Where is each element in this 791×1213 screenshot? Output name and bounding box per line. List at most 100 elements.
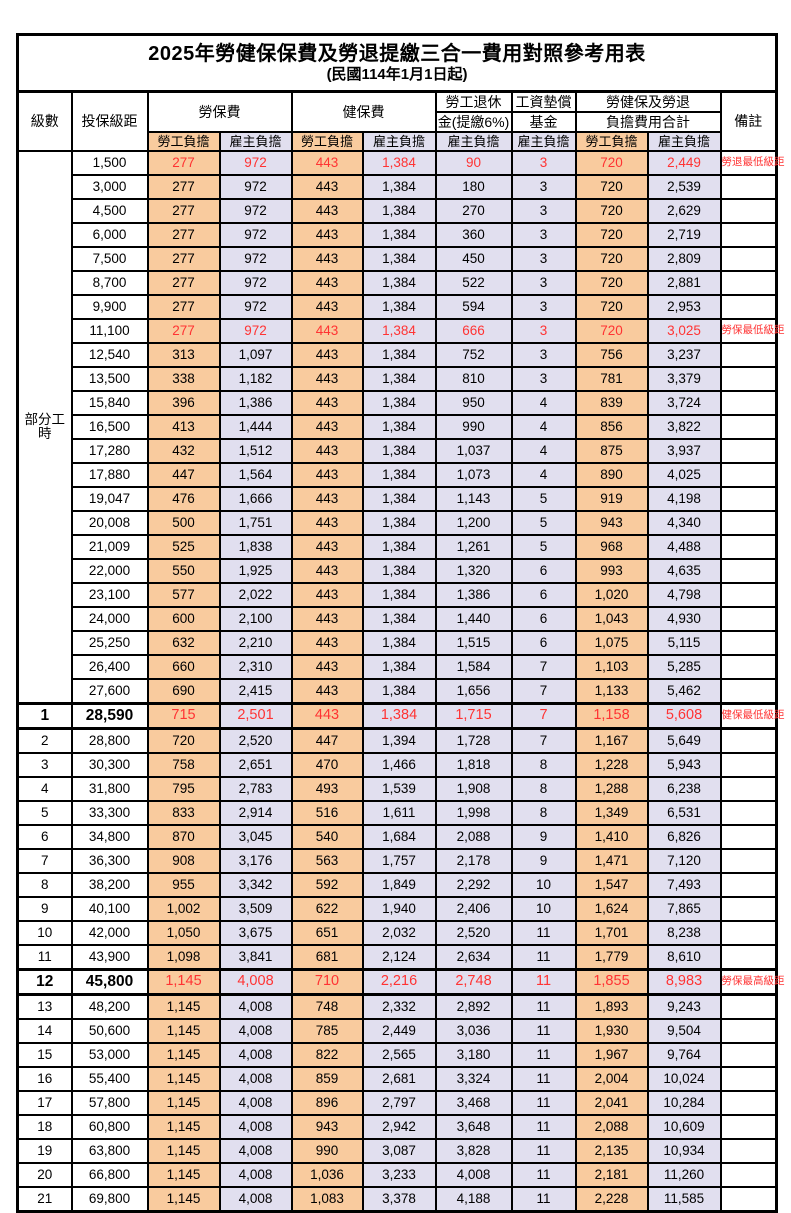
pension-employer-share-cell: 2,634 — [434, 944, 513, 971]
labor-ins-employer-share-cell: 1,386 — [218, 390, 293, 416]
total-employer-share-cell: 4,198 — [646, 486, 722, 512]
wage-fund-employer-share-cell: 5 — [510, 486, 577, 512]
labor-ins-employer-share-cell: 972 — [218, 174, 293, 200]
header-labor-insurance: 勞保費 — [146, 90, 293, 133]
total-labor-share-cell: 781 — [574, 366, 649, 392]
labor-ins-labor-share-cell: 277 — [146, 318, 221, 344]
health-ins-employer-share-cell: 1,384 — [361, 198, 437, 224]
salary-bracket-cell: 20,008 — [70, 510, 149, 536]
health-ins-labor-share-cell: 443 — [290, 414, 364, 440]
wage-fund-employer-share-cell: 11 — [510, 1018, 577, 1044]
health-ins-labor-share-cell: 443 — [290, 486, 364, 512]
table-row: 16,500 413 1,444 443 1,384 990 4 856 3,822 — [18, 414, 778, 440]
health-ins-labor-share-cell: 443 — [290, 342, 364, 368]
total-labor-share-cell: 720 — [574, 294, 649, 320]
health-ins-labor-share-cell: 443 — [290, 654, 364, 680]
table-row: 17,280 432 1,512 443 1,384 1,037 4 875 3,937 — [18, 438, 778, 464]
remark-cell — [719, 752, 778, 778]
remark-cell — [719, 848, 778, 874]
labor-ins-employer-share-cell: 1,751 — [218, 510, 293, 536]
wage-fund-employer-share-cell: 7 — [510, 654, 577, 680]
remark-cell — [719, 342, 778, 368]
header-salary-bracket: 投保級距 — [70, 90, 149, 152]
remark-cell — [719, 558, 778, 584]
health-ins-labor-share-cell: 651 — [290, 920, 364, 946]
title-row: 2025年勞健保保費及勞退提繳三合一費用對照參考用表 (民國114年1月1日起) — [16, 33, 778, 93]
total-employer-share-cell: 5,115 — [646, 630, 722, 656]
labor-ins-labor-share-cell: 277 — [146, 222, 221, 248]
health-ins-employer-share-cell: 1,384 — [361, 606, 437, 632]
labor-ins-employer-share-cell: 4,008 — [218, 1066, 293, 1092]
table-row: 9,900 277 972 443 1,384 594 3 720 2,953 — [18, 294, 778, 320]
header-wage-fund-line2: 基金 — [510, 111, 577, 133]
remark-cell — [719, 390, 778, 416]
labor-ins-employer-share-cell: 2,100 — [218, 606, 293, 632]
header-health-insurance: 健保費 — [290, 90, 437, 133]
salary-bracket-cell: 3,000 — [70, 174, 149, 200]
remark-cell — [719, 510, 778, 536]
wage-fund-employer-share-cell: 6 — [510, 582, 577, 608]
health-ins-employer-share-cell: 1,384 — [361, 174, 437, 200]
salary-bracket-cell: 66,800 — [70, 1162, 149, 1188]
wage-fund-employer-share-cell: 3 — [510, 150, 577, 176]
labor-ins-labor-share-cell: 1,145 — [146, 1138, 221, 1164]
level-cell: 21 — [16, 1186, 73, 1213]
total-employer-share-cell: 4,930 — [646, 606, 722, 632]
labor-ins-labor-share-cell: 550 — [146, 558, 221, 584]
header-labor-share-total: 勞工負擔 — [574, 131, 649, 152]
health-ins-employer-share-cell: 1,384 — [361, 414, 437, 440]
salary-bracket-cell: 40,100 — [70, 896, 149, 922]
labor-ins-employer-share-cell: 1,838 — [218, 534, 293, 560]
health-ins-labor-share-cell: 447 — [290, 727, 364, 754]
health-ins-employer-share-cell: 1,384 — [361, 366, 437, 392]
health-ins-labor-share-cell: 443 — [290, 222, 364, 248]
salary-bracket-cell: 1,500 — [70, 150, 149, 176]
labor-ins-employer-share-cell: 2,022 — [218, 582, 293, 608]
pension-employer-share-cell: 1,386 — [434, 582, 513, 608]
salary-bracket-cell: 19,047 — [70, 486, 149, 512]
remark-cell — [719, 800, 778, 826]
pension-employer-share-cell: 450 — [434, 246, 513, 272]
labor-ins-employer-share-cell: 4,008 — [218, 1114, 293, 1140]
total-labor-share-cell: 1,158 — [574, 702, 649, 730]
health-ins-labor-share-cell: 443 — [290, 558, 364, 584]
labor-ins-employer-share-cell: 3,342 — [218, 872, 293, 898]
total-employer-share-cell: 2,809 — [646, 246, 722, 272]
header-pension-line1: 勞工退休 — [434, 90, 513, 113]
salary-bracket-cell: 22,000 — [70, 558, 149, 584]
health-ins-employer-share-cell: 3,087 — [361, 1138, 437, 1164]
level-cell: 19 — [16, 1138, 73, 1164]
pension-employer-share-cell: 3,828 — [434, 1138, 513, 1164]
wage-fund-employer-share-cell: 11 — [510, 1162, 577, 1188]
total-labor-share-cell: 2,004 — [574, 1066, 649, 1092]
table-row: 20,008 500 1,751 443 1,384 1,200 5 943 4,340 — [18, 510, 778, 536]
salary-bracket-cell: 69,800 — [70, 1186, 149, 1213]
total-labor-share-cell: 875 — [574, 438, 649, 464]
table-row: 17 57,800 1,145 4,008 896 2,797 3,468 11 2,041 10… — [16, 1090, 778, 1116]
remark-cell — [719, 174, 778, 200]
total-labor-share-cell: 1,103 — [574, 654, 649, 680]
total-employer-share-cell: 8,238 — [646, 920, 722, 946]
wage-fund-employer-share-cell: 11 — [510, 1042, 577, 1068]
total-labor-share-cell: 720 — [574, 222, 649, 248]
labor-ins-labor-share-cell: 1,050 — [146, 920, 221, 946]
total-employer-share-cell: 7,865 — [646, 896, 722, 922]
total-employer-share-cell: 5,943 — [646, 752, 722, 778]
salary-bracket-cell: 25,250 — [70, 630, 149, 656]
pension-employer-share-cell: 2,520 — [434, 920, 513, 946]
level-cell: 14 — [16, 1018, 73, 1044]
labor-ins-employer-share-cell: 2,783 — [218, 776, 293, 802]
pension-employer-share-cell: 950 — [434, 390, 513, 416]
remark-cell — [719, 824, 778, 850]
total-employer-share-cell: 10,024 — [646, 1066, 722, 1092]
level-cell: 2 — [16, 727, 73, 754]
wage-fund-employer-share-cell: 3 — [510, 294, 577, 320]
health-ins-labor-share-cell: 443 — [290, 366, 364, 392]
labor-ins-labor-share-cell: 795 — [146, 776, 221, 802]
header-total-line1: 勞健保及勞退 — [574, 90, 722, 113]
table-row: 3,000 277 972 443 1,384 180 3 720 2,539 — [18, 174, 778, 200]
total-employer-share-cell: 6,238 — [646, 776, 722, 802]
labor-ins-employer-share-cell: 4,008 — [218, 1042, 293, 1068]
remark-cell — [719, 1090, 778, 1116]
total-employer-share-cell: 7,493 — [646, 872, 722, 898]
